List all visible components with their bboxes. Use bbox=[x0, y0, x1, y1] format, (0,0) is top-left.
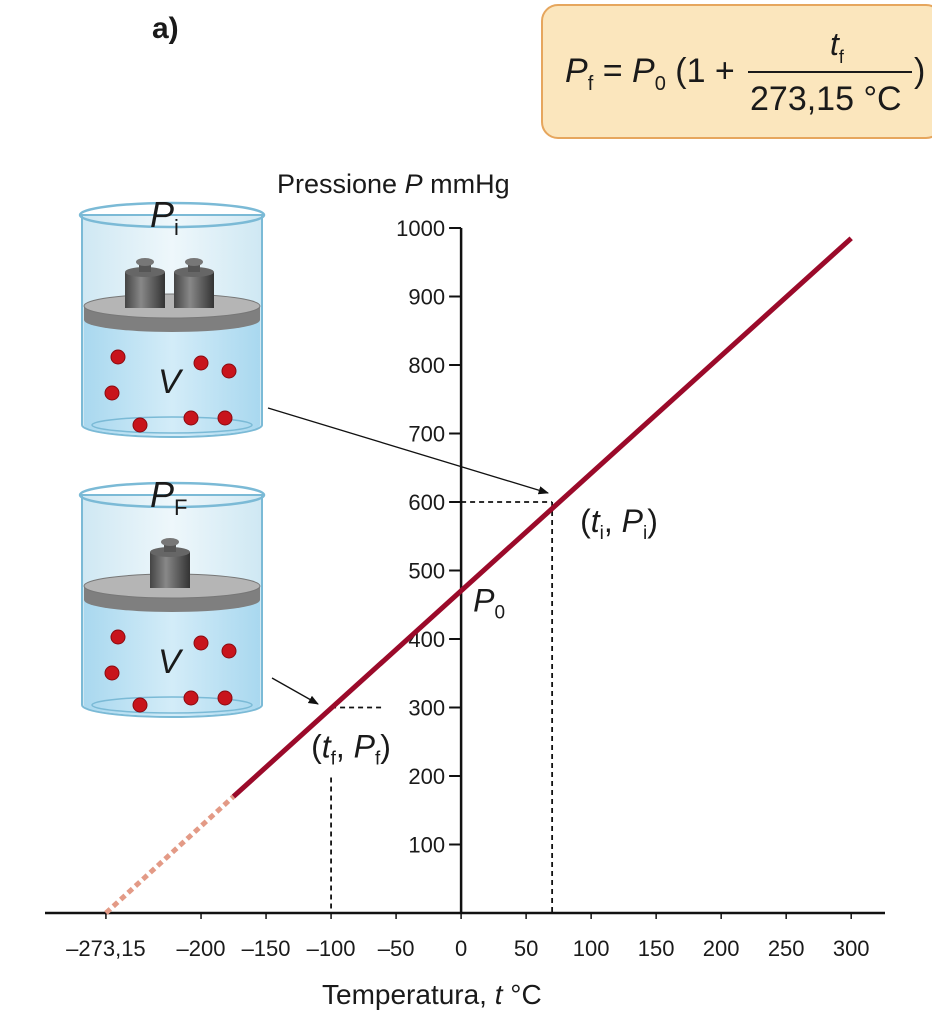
point-label-part: P bbox=[622, 503, 644, 539]
beaker: PF V bbox=[80, 474, 264, 717]
beaker-pressure-part: P bbox=[150, 194, 174, 235]
formula-part: ) bbox=[914, 52, 925, 90]
y-tick-label: 900 bbox=[408, 285, 445, 310]
y-tick-label: 500 bbox=[408, 559, 445, 584]
weight-knob-top bbox=[136, 258, 154, 266]
plate-top bbox=[84, 294, 260, 318]
weight-knob-top bbox=[185, 258, 203, 266]
molecule bbox=[133, 698, 147, 712]
molecule bbox=[184, 691, 198, 705]
weight bbox=[150, 552, 190, 588]
beaker-volume-part: V bbox=[158, 643, 184, 681]
molecule bbox=[105, 666, 119, 680]
molecule bbox=[222, 364, 236, 378]
beaker-volume-part: V bbox=[158, 363, 184, 401]
y-tick-label: 800 bbox=[408, 353, 445, 378]
beaker-pressure: Pi bbox=[150, 194, 179, 240]
x-axis-label: Temperatura, t °C bbox=[322, 979, 542, 1010]
y-axis-label-part: Pressione bbox=[277, 169, 405, 199]
x-axis-label-part: °C bbox=[503, 979, 542, 1010]
y-axis-label-part: mmHg bbox=[423, 169, 510, 199]
intercept-label-part: P bbox=[473, 583, 495, 619]
point-label: (tf, Pf) bbox=[311, 729, 391, 770]
intercept-label-part: 0 bbox=[494, 603, 505, 624]
y-tick-label: 600 bbox=[408, 490, 445, 515]
panel-label: a) bbox=[152, 12, 179, 45]
formula-part: = bbox=[593, 52, 632, 90]
point-label-part: ( bbox=[580, 503, 591, 539]
point-label-part: , bbox=[604, 503, 622, 539]
point-label-part: ( bbox=[311, 729, 322, 765]
formula-part: P bbox=[565, 52, 588, 90]
figure: a) Pf = P0 (1 + tf 273,15 °C ) PiVPFV 10… bbox=[0, 0, 932, 1020]
y-tick-label: 300 bbox=[408, 696, 445, 721]
x-tick-label: 150 bbox=[638, 936, 675, 961]
x-tick-label: –150 bbox=[242, 936, 291, 961]
beaker-volume: V bbox=[158, 363, 184, 401]
y-axis-label: Pressione P mmHg bbox=[277, 169, 510, 199]
x-tick-label: –273,15 bbox=[66, 936, 146, 961]
beaker-pressure-part: i bbox=[174, 215, 179, 240]
point-label-part: ) bbox=[647, 503, 658, 539]
formula-part: 0 bbox=[655, 73, 666, 95]
molecule bbox=[111, 350, 125, 364]
x-tick-label: –100 bbox=[307, 936, 356, 961]
beaker: Pi V bbox=[80, 194, 264, 437]
molecule bbox=[111, 630, 125, 644]
molecule bbox=[194, 356, 208, 370]
x-tick-label: 100 bbox=[573, 936, 610, 961]
y-tick-label: 1000 bbox=[396, 216, 445, 241]
point-label-part: ) bbox=[380, 729, 391, 765]
molecule bbox=[184, 411, 198, 425]
point-label-part: P bbox=[354, 729, 376, 765]
data-line bbox=[234, 238, 852, 796]
molecule bbox=[218, 691, 232, 705]
x-tick-label: 300 bbox=[833, 936, 870, 961]
molecule bbox=[222, 644, 236, 658]
molecule bbox=[105, 386, 119, 400]
point-label-part: , bbox=[336, 729, 354, 765]
beaker-volume: V bbox=[158, 643, 184, 681]
formula-part: 273,15 °C bbox=[750, 80, 902, 118]
weight bbox=[125, 272, 165, 308]
molecule bbox=[194, 636, 208, 650]
x-tick-label: –50 bbox=[378, 936, 415, 961]
formula-part: (1 + bbox=[666, 52, 744, 90]
x-tick-label: 250 bbox=[768, 936, 805, 961]
x-tick-label: 50 bbox=[514, 936, 538, 961]
arrow bbox=[272, 678, 318, 704]
data-line bbox=[106, 797, 234, 914]
x-tick-label: –200 bbox=[177, 936, 226, 961]
y-tick-label: 100 bbox=[408, 833, 445, 858]
formula-part: P bbox=[632, 52, 655, 90]
y-tick-label: 200 bbox=[408, 764, 445, 789]
weight-knob-top bbox=[161, 538, 179, 546]
y-axis-label-part: P bbox=[405, 169, 423, 199]
y-tick-label: 700 bbox=[408, 422, 445, 447]
beaker-pressure-part: P bbox=[150, 474, 174, 515]
beaker-pressure: PF bbox=[150, 474, 187, 520]
weight bbox=[174, 272, 214, 308]
x-tick-label: 200 bbox=[703, 936, 740, 961]
beaker-pressure-part: F bbox=[174, 495, 187, 520]
x-axis-label-part: Temperatura, bbox=[322, 979, 495, 1010]
x-tick-label: 0 bbox=[455, 936, 467, 961]
molecule bbox=[218, 411, 232, 425]
point-label: (ti, Pi) bbox=[580, 503, 658, 544]
molecule bbox=[133, 418, 147, 432]
intercept-label: P0 bbox=[473, 583, 505, 624]
